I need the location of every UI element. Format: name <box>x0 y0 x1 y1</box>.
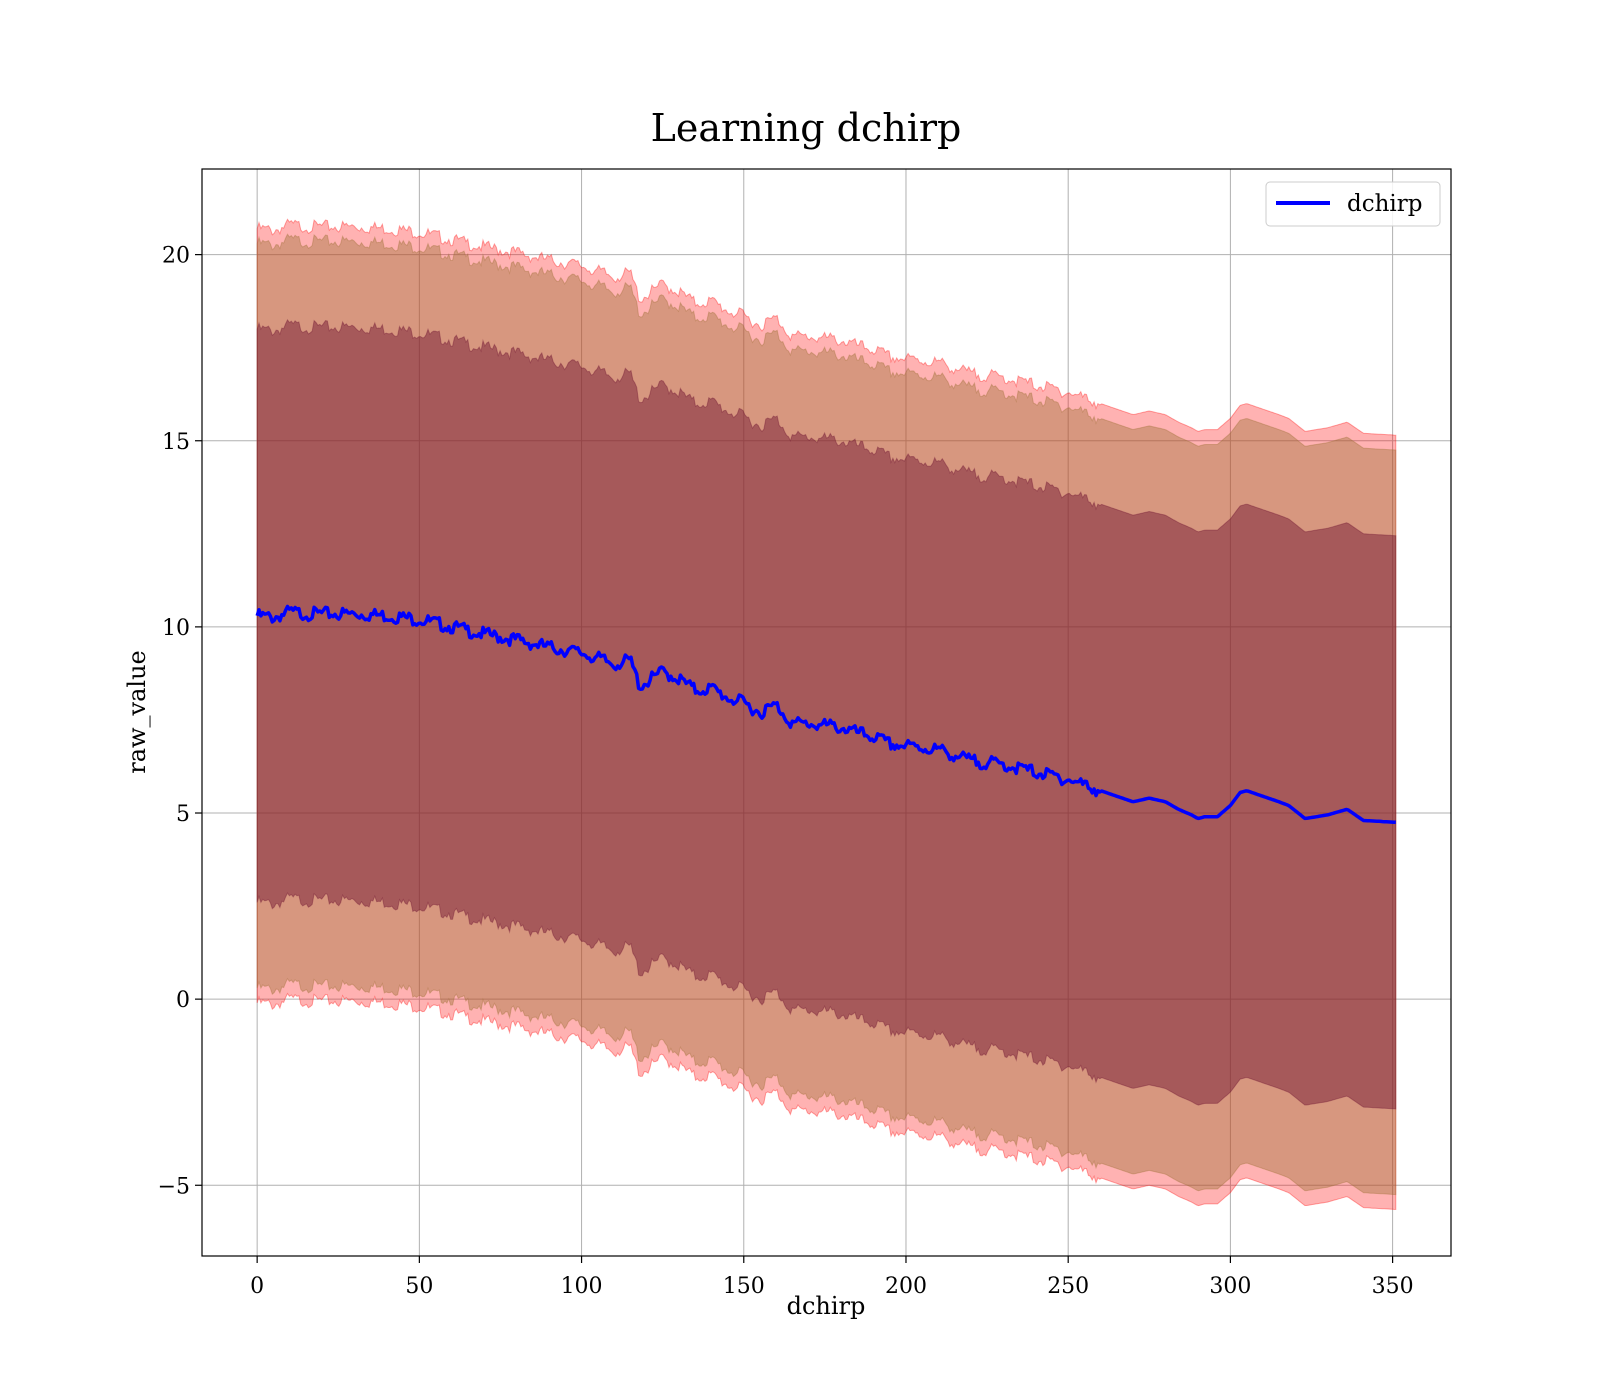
grid-lines <box>202 169 1451 1256</box>
x-axis-ticks: 0 50 100 150 200 250 300 350 <box>250 1256 1414 1299</box>
y-tick-label: 0 <box>176 988 190 1013</box>
y-tick-label: 5 <box>176 802 190 827</box>
series-lines <box>255 604 1396 825</box>
y-tick-label: 10 <box>162 616 190 641</box>
legend-entry-dchirp: dchirp <box>1347 191 1423 217</box>
series-line-dchirp <box>255 604 1396 825</box>
legend: dchirp <box>1265 181 1441 227</box>
y-axis-label: raw_value <box>123 650 151 774</box>
x-tick-label: 100 <box>561 1274 603 1299</box>
y-tick-label: 20 <box>162 244 190 269</box>
legend-box <box>1265 181 1441 227</box>
confidence-bands <box>256 218 1397 1211</box>
x-tick-label: 350 <box>1372 1274 1414 1299</box>
x-axis-label: dchirp <box>787 1292 866 1320</box>
x-tick-label: 150 <box>723 1274 765 1299</box>
x-tick-label: 0 <box>250 1274 264 1299</box>
x-tick-label: 50 <box>405 1274 433 1299</box>
plot-frame <box>201 168 1452 1257</box>
y-tick-label: −5 <box>158 1174 190 1199</box>
x-tick-label: 200 <box>885 1274 927 1299</box>
chart-title: Learning dchirp <box>651 106 962 150</box>
x-tick-label: 250 <box>1047 1274 1089 1299</box>
band-inner <box>256 318 1397 1110</box>
band-middle <box>256 233 1397 1196</box>
band-outer <box>256 218 1397 1211</box>
x-tick-label: 300 <box>1209 1274 1251 1299</box>
y-axis-ticks: −5 0 5 10 15 20 <box>158 244 202 1199</box>
y-tick-label: 15 <box>162 430 190 455</box>
